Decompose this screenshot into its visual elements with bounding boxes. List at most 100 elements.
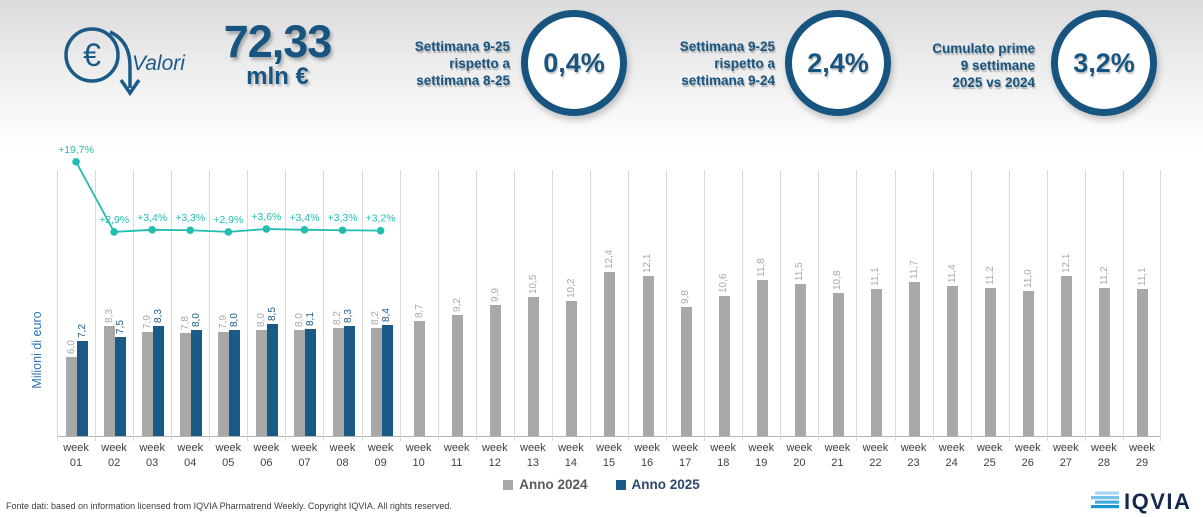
- bar-anno-2024-week-14: [566, 301, 578, 436]
- bar-value-anno-2025-week-01: 7,2: [76, 324, 88, 338]
- bar-value-anno-2025-week-09: 8,4: [381, 308, 393, 322]
- week-group-07: 8,0 8,1: [285, 170, 323, 441]
- bar-value-anno-2024-week-29: 11,1: [1136, 267, 1148, 286]
- x-tick-week-29: week 29: [1129, 442, 1155, 469]
- bar-anno-2025-week-01: [77, 341, 89, 436]
- x-tick-week-19: week 19: [748, 442, 775, 469]
- bar-anno-2024-week-25: [985, 288, 997, 436]
- x-tick-week-28: week 28: [1091, 442, 1117, 469]
- legend-item-anno-2025: Anno 2025: [615, 477, 700, 492]
- plot-area: 6,0 7,2 8,3 7,5 7,9 8,3 7,8 8,0 7,9 8,0 8,0 8,5 8,0 8…: [57, 144, 1161, 441]
- bar-anno-2025-week-03: [153, 326, 165, 436]
- week-group-11: 9,2: [437, 170, 476, 441]
- bar-anno-2024-week-07: [294, 330, 306, 436]
- bar-anno-2024-week-24: [947, 286, 959, 436]
- legend-item-anno-2024: Anno 2024: [503, 477, 588, 492]
- kpi-week-over-week-label: Settimana 9-25 rispetto a settimana 8-25: [414, 39, 510, 88]
- iqvia-stripes-icon: [1091, 491, 1119, 509]
- x-tick-week-04: week 04: [177, 442, 204, 469]
- bar-value-anno-2025-week-07: 8,1: [304, 312, 316, 326]
- bar-value-anno-2024-week-01: 6,0: [65, 340, 77, 354]
- week-group-12: 9,9: [475, 170, 514, 441]
- kpi-cumulative-label: Cumulato prime 9 settimane 2025 vs 2024: [932, 41, 1035, 90]
- bar-anno-2025-week-09: [381, 325, 393, 436]
- kpi-cumulative-value: 3,2%: [1051, 10, 1157, 116]
- bar-value-anno-2025-week-04: 8,0: [190, 313, 202, 327]
- x-tick-week-01: week 01: [63, 442, 89, 469]
- euro-symbol: €: [83, 37, 101, 73]
- week-group-19: 11,8: [742, 170, 780, 441]
- bar-value-anno-2024-week-23: 11,7: [908, 260, 920, 279]
- bar-value-anno-2024-week-24: 11,4: [946, 264, 958, 283]
- bar-anno-2025-week-08: [343, 326, 355, 436]
- values-caption: Valori: [132, 52, 185, 75]
- kpi-year-over-year-label: Settimana 9-25 rispetto a settimana 9-24: [679, 39, 775, 88]
- x-tick-week-20: week 20: [786, 442, 813, 469]
- x-tick-week-22: week 22: [862, 442, 889, 469]
- week-group-24: 11,4: [932, 170, 971, 441]
- bar-value-anno-2024-week-13: 10,5: [527, 274, 539, 294]
- week-group-06: 8,0 8,5: [247, 170, 285, 441]
- week-group-08: 8,2 8,3: [323, 170, 361, 441]
- total-value-block: 72,33 mln €: [200, 18, 355, 91]
- chart-legend: Anno 2024 Anno 2025: [0, 477, 1203, 492]
- bar-value-anno-2025-week-03: 8,3: [152, 309, 164, 323]
- bar-value-anno-2024-week-20: 11,5: [794, 262, 806, 281]
- week-group-14: 10,2: [551, 170, 590, 441]
- x-tick-week-06: week 06: [253, 442, 280, 469]
- week-group-03: 7,9 8,3: [133, 170, 171, 441]
- bar-value-anno-2024-week-12: 9,9: [489, 288, 501, 302]
- bar-value-anno-2024-week-28: 11,2: [1098, 266, 1110, 285]
- x-tick-week-11: week 11: [443, 442, 470, 469]
- source-attribution: Fonte dati: based on information license…: [6, 501, 452, 511]
- legend-label-anno-2025: Anno 2025: [631, 477, 700, 492]
- bar-anno-2025-week-05: [229, 330, 241, 436]
- x-tick-week-17: week 17: [672, 442, 698, 469]
- week-group-13: 10,5: [513, 170, 552, 441]
- euro-value-icon: €: [56, 18, 148, 117]
- week-group-20: 11,5: [780, 170, 818, 441]
- week-group-10: 8,7: [399, 170, 438, 441]
- bar-anno-2024-week-10: [414, 321, 426, 436]
- bar-value-anno-2024-week-22: 11,1: [870, 267, 882, 286]
- legend-label-anno-2024: Anno 2024: [519, 477, 588, 492]
- week-group-16: 12,1: [628, 170, 666, 441]
- bar-anno-2024-week-08: [332, 328, 344, 436]
- total-value: 72,33: [223, 16, 333, 67]
- bar-value-anno-2024-week-17: 9,8: [680, 290, 692, 304]
- bar-anno-2024-week-21: [832, 293, 844, 436]
- delta-label-week-01: +19,7%: [58, 144, 94, 156]
- iqvia-logo-text: IQVIA: [1124, 489, 1191, 514]
- week-group-18: 10,6: [704, 170, 742, 441]
- week-group-27: 12,1: [1046, 170, 1085, 441]
- bar-anno-2024-week-03: [142, 332, 154, 436]
- bar-value-anno-2024-week-16: 12,1: [642, 253, 654, 273]
- bar-value-anno-2025-week-06: 8,5: [266, 307, 278, 321]
- bar-value-anno-2024-week-21: 10,8: [832, 270, 844, 290]
- bar-value-anno-2024-week-15: 12,4: [603, 249, 615, 269]
- delta-point-week-01: [72, 158, 80, 166]
- bar-anno-2024-week-04: [180, 333, 192, 436]
- x-tick-week-23: week 23: [900, 442, 927, 469]
- down-arrow-icon: [109, 30, 132, 88]
- bar-value-anno-2025-week-05: 8,0: [228, 313, 240, 327]
- bar-anno-2024-week-20: [794, 284, 806, 436]
- bar-value-anno-2024-week-11: 9,2: [451, 298, 463, 312]
- week-group-02: 8,3 7,5: [95, 170, 133, 441]
- bar-anno-2024-week-12: [490, 305, 502, 436]
- bar-anno-2025-week-02: [115, 337, 127, 436]
- week-group-09: 8,2 8,4: [361, 170, 400, 441]
- x-tick-week-24: week 24: [938, 442, 965, 469]
- bar-value-anno-2025-week-08: 8,3: [343, 309, 354, 323]
- week-group-22: 11,1: [856, 170, 894, 441]
- bar-anno-2024-week-23: [909, 282, 921, 436]
- bar-value-anno-2024-week-14: 10,2: [565, 278, 577, 298]
- bar-anno-2024-week-09: [370, 328, 382, 436]
- bar-anno-2024-week-16: [642, 276, 654, 436]
- bar-value-anno-2024-week-18: 10,6: [718, 273, 730, 293]
- x-tick-week-07: week 07: [291, 442, 318, 469]
- iqvia-logo: IQVIA: [1091, 486, 1195, 517]
- bar-value-anno-2025-week-02: 7,5: [114, 320, 126, 334]
- bar-value-anno-2024-week-19: 11,8: [756, 258, 768, 277]
